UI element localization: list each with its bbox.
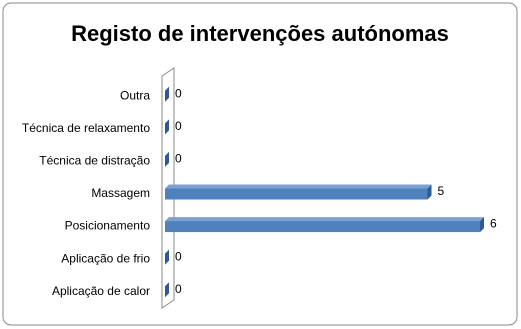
y-tick-label: Técnica de relaxamento xyxy=(22,121,150,135)
data-label: 0 xyxy=(175,152,182,166)
data-label: 0 xyxy=(175,86,182,100)
bar-top xyxy=(165,184,432,189)
bar-top xyxy=(165,217,484,222)
y-tick-label: Posicionamento xyxy=(65,219,151,233)
data-label: 0 xyxy=(175,249,182,263)
y-tick-label: Outra xyxy=(120,88,150,102)
y-tick-label: Aplicação de calor xyxy=(52,284,150,298)
chart-title: Registo de intervenções autónomas xyxy=(71,21,449,46)
bar-side xyxy=(427,184,432,200)
data-label: 0 xyxy=(175,119,182,133)
bar-side xyxy=(165,282,169,298)
data-label: 5 xyxy=(438,184,445,198)
bar-side xyxy=(165,151,169,167)
data-label: 0 xyxy=(175,282,182,296)
data-label: 6 xyxy=(490,217,497,231)
y-tick-label: Massagem xyxy=(91,186,150,200)
bar xyxy=(165,221,480,233)
bar-side xyxy=(165,249,169,265)
bar xyxy=(165,188,428,200)
bar-side xyxy=(165,86,169,102)
chart-border xyxy=(2,2,518,326)
bar-side xyxy=(480,217,484,233)
bar-side xyxy=(165,119,169,135)
y-tick-label: Aplicação de frio xyxy=(61,251,150,265)
y-tick-label: Técnica de distração xyxy=(39,154,150,168)
